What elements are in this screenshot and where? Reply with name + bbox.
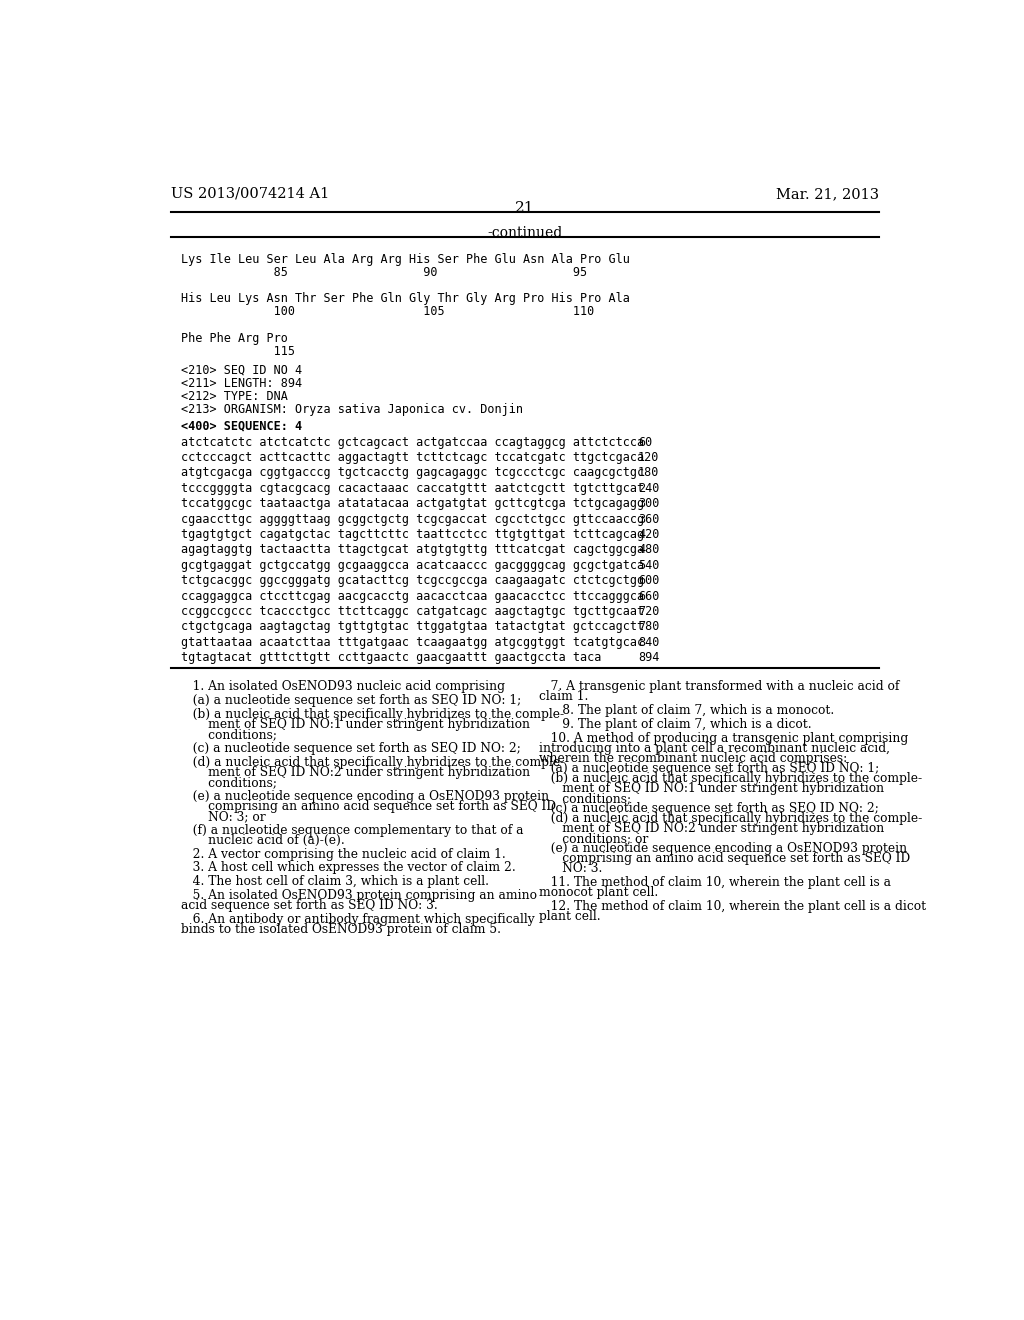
Text: agagtaggtg tactaactta ttagctgcat atgtgtgttg tttcatcgat cagctggcga: agagtaggtg tactaactta ttagctgcat atgtgtg… xyxy=(180,544,644,557)
Text: 780: 780 xyxy=(638,620,659,634)
Text: Phe Phe Arg Pro: Phe Phe Arg Pro xyxy=(180,331,288,345)
Text: (e) a nucleotide sequence encoding a OsENOD93 protein: (e) a nucleotide sequence encoding a OsE… xyxy=(539,842,907,855)
Text: atctcatctc atctcatctc gctcagcact actgatccaa ccagtaggcg attctctcca: atctcatctc atctcatctc gctcagcact actgatc… xyxy=(180,436,644,449)
Text: gtattaataa acaatcttaa tttgatgaac tcaagaatgg atgcggtggt tcatgtgcac: gtattaataa acaatcttaa tttgatgaac tcaagaa… xyxy=(180,636,644,649)
Text: comprising an amino acid sequence set forth as SEQ ID: comprising an amino acid sequence set fo… xyxy=(539,853,910,865)
Text: <212> TYPE: DNA: <212> TYPE: DNA xyxy=(180,391,288,403)
Text: comprising an amino acid sequence set forth as SEQ ID: comprising an amino acid sequence set fo… xyxy=(180,800,556,813)
Text: 840: 840 xyxy=(638,636,659,649)
Text: 4. The host cell of claim 3, which is a plant cell.: 4. The host cell of claim 3, which is a … xyxy=(180,875,488,888)
Text: nucleic acid of (a)-(e).: nucleic acid of (a)-(e). xyxy=(180,834,344,846)
Text: (d) a nucleic acid that specifically hybridizes to the comple-: (d) a nucleic acid that specifically hyb… xyxy=(539,812,922,825)
Text: ment of SEQ ID NO:1 under stringent hybridization: ment of SEQ ID NO:1 under stringent hybr… xyxy=(180,718,529,731)
Text: binds to the isolated OsENOD93 protein of claim 5.: binds to the isolated OsENOD93 protein o… xyxy=(180,923,501,936)
Text: 100                  105                  110: 100 105 110 xyxy=(180,305,594,318)
Text: conditions;: conditions; xyxy=(180,729,276,742)
Text: (a) a nucleotide sequence set forth as SEQ ID NO: 1;: (a) a nucleotide sequence set forth as S… xyxy=(180,694,521,708)
Text: cgaaccttgc aggggttaag gcggctgctg tcgcgaccat cgcctctgcc gttccaaccg: cgaaccttgc aggggttaag gcggctgctg tcgcgac… xyxy=(180,512,644,525)
Text: tccatggcgc taataactga atatatacaa actgatgtat gcttcgtcga tctgcagagg: tccatggcgc taataactga atatatacaa actgatg… xyxy=(180,498,644,511)
Text: 360: 360 xyxy=(638,512,659,525)
Text: NO: 3.: NO: 3. xyxy=(539,862,602,875)
Text: ment of SEQ ID NO:1 under stringent hybridization: ment of SEQ ID NO:1 under stringent hybr… xyxy=(539,781,884,795)
Text: (a) a nucleotide sequence set forth as SEQ ID NO: 1;: (a) a nucleotide sequence set forth as S… xyxy=(539,762,879,775)
Text: (e) a nucleotide sequence encoding a OsENOD93 protein: (e) a nucleotide sequence encoding a OsE… xyxy=(180,789,549,803)
Text: 480: 480 xyxy=(638,544,659,557)
Text: gcgtgaggat gctgccatgg gcgaaggcca acatcaaccc gacggggcag gcgctgatca: gcgtgaggat gctgccatgg gcgaaggcca acatcaa… xyxy=(180,558,644,572)
Text: (c) a nucleotide sequence set forth as SEQ ID NO: 2;: (c) a nucleotide sequence set forth as S… xyxy=(539,803,879,816)
Text: tgtagtacat gtttcttgtt ccttgaactc gaacgaattt gaactgccta taca: tgtagtacat gtttcttgtt ccttgaactc gaacgaa… xyxy=(180,651,601,664)
Text: acid sequence set forth as SEQ ID NO: 3.: acid sequence set forth as SEQ ID NO: 3. xyxy=(180,899,437,912)
Text: 240: 240 xyxy=(638,482,659,495)
Text: conditions;: conditions; xyxy=(539,792,631,805)
Text: Mar. 21, 2013: Mar. 21, 2013 xyxy=(776,187,879,201)
Text: <211> LENGTH: 894: <211> LENGTH: 894 xyxy=(180,378,302,391)
Text: claim 1.: claim 1. xyxy=(539,690,588,704)
Text: <400> SEQUENCE: 4: <400> SEQUENCE: 4 xyxy=(180,420,302,433)
Text: 6. An antibody or antibody fragment which specifically: 6. An antibody or antibody fragment whic… xyxy=(180,913,535,927)
Text: 60: 60 xyxy=(638,436,652,449)
Text: -continued: -continued xyxy=(487,226,562,240)
Text: 540: 540 xyxy=(638,558,659,572)
Text: wherein the recombinant nucleic acid comprises:: wherein the recombinant nucleic acid com… xyxy=(539,752,847,766)
Text: tgagtgtgct cagatgctac tagcttcttc taattcctcc ttgtgttgat tcttcagcag: tgagtgtgct cagatgctac tagcttcttc taattcc… xyxy=(180,528,644,541)
Text: (b) a nucleic acid that specifically hybridizes to the comple-: (b) a nucleic acid that specifically hyb… xyxy=(180,708,564,721)
Text: ctgctgcaga aagtagctag tgttgtgtac ttggatgtaa tatactgtat gctccagctt: ctgctgcaga aagtagctag tgttgtgtac ttggatg… xyxy=(180,620,644,634)
Text: 600: 600 xyxy=(638,574,659,587)
Text: 12. The method of claim 10, wherein the plant cell is a dicot: 12. The method of claim 10, wherein the … xyxy=(539,900,926,913)
Text: 8. The plant of claim 7, which is a monocot.: 8. The plant of claim 7, which is a mono… xyxy=(539,705,834,717)
Text: 7. A transgenic plant transformed with a nucleic acid of: 7. A transgenic plant transformed with a… xyxy=(539,681,899,693)
Text: US 2013/0074214 A1: US 2013/0074214 A1 xyxy=(171,187,329,201)
Text: His Leu Lys Asn Thr Ser Phe Gln Gly Thr Gly Arg Pro His Pro Ala: His Leu Lys Asn Thr Ser Phe Gln Gly Thr … xyxy=(180,293,630,305)
Text: 1. An isolated OsENOD93 nucleic acid comprising: 1. An isolated OsENOD93 nucleic acid com… xyxy=(180,681,505,693)
Text: ccaggaggca ctccttcgag aacgcacctg aacacctcaa gaacacctcc ttccagggca: ccaggaggca ctccttcgag aacgcacctg aacacct… xyxy=(180,590,644,603)
Text: NO: 3; or: NO: 3; or xyxy=(180,810,265,822)
Text: (f) a nucleotide sequence complementary to that of a: (f) a nucleotide sequence complementary … xyxy=(180,824,523,837)
Text: 180: 180 xyxy=(638,466,659,479)
Text: monocot plant cell.: monocot plant cell. xyxy=(539,886,658,899)
Text: (d) a nucleic acid that specifically hybridizes to the comple-: (d) a nucleic acid that specifically hyb… xyxy=(180,756,564,770)
Text: tctgcacggc ggccgggatg gcatacttcg tcgccgccga caagaagatc ctctcgctgg: tctgcacggc ggccgggatg gcatacttcg tcgccgc… xyxy=(180,574,644,587)
Text: 21: 21 xyxy=(515,201,535,215)
Text: 300: 300 xyxy=(638,498,659,511)
Text: plant cell.: plant cell. xyxy=(539,909,600,923)
Text: 85                   90                   95: 85 90 95 xyxy=(180,267,587,280)
Text: 3. A host cell which expresses the vector of claim 2.: 3. A host cell which expresses the vecto… xyxy=(180,862,515,874)
Text: <213> ORGANISM: Oryza sativa Japonica cv. Donjin: <213> ORGANISM: Oryza sativa Japonica cv… xyxy=(180,404,522,416)
Text: 9. The plant of claim 7, which is a dicot.: 9. The plant of claim 7, which is a dico… xyxy=(539,718,811,731)
Text: 120: 120 xyxy=(638,451,659,465)
Text: <210> SEQ ID NO 4: <210> SEQ ID NO 4 xyxy=(180,364,302,378)
Text: (c) a nucleotide sequence set forth as SEQ ID NO: 2;: (c) a nucleotide sequence set forth as S… xyxy=(180,742,520,755)
Text: tcccggggta cgtacgcacg cacactaaac caccatgttt aatctcgctt tgtcttgcat: tcccggggta cgtacgcacg cacactaaac caccatg… xyxy=(180,482,644,495)
Text: cctcccagct acttcacttc aggactagtt tcttctcagc tccatcgatc ttgctcgaca: cctcccagct acttcacttc aggactagtt tcttctc… xyxy=(180,451,644,465)
Text: conditions; or: conditions; or xyxy=(539,832,648,845)
Text: 720: 720 xyxy=(638,605,659,618)
Text: ccggccgccc tcaccctgcc ttcttcaggc catgatcagc aagctagtgc tgcttgcaat: ccggccgccc tcaccctgcc ttcttcaggc catgatc… xyxy=(180,605,644,618)
Text: 2. A vector comprising the nucleic acid of claim 1.: 2. A vector comprising the nucleic acid … xyxy=(180,847,506,861)
Text: 660: 660 xyxy=(638,590,659,603)
Text: 894: 894 xyxy=(638,651,659,664)
Text: ment of SEQ ID NO:2 under stringent hybridization: ment of SEQ ID NO:2 under stringent hybr… xyxy=(539,822,884,836)
Text: atgtcgacga cggtgacccg tgctcacctg gagcagaggc tcgccctcgc caagcgctgc: atgtcgacga cggtgacccg tgctcacctg gagcaga… xyxy=(180,466,644,479)
Text: introducing into a plant cell a recombinant nucleic acid,: introducing into a plant cell a recombin… xyxy=(539,742,890,755)
Text: Lys Ile Leu Ser Leu Ala Arg Arg His Ser Phe Glu Asn Ala Pro Glu: Lys Ile Leu Ser Leu Ala Arg Arg His Ser … xyxy=(180,253,630,267)
Text: ment of SEQ ID NO:2 under stringent hybridization: ment of SEQ ID NO:2 under stringent hybr… xyxy=(180,766,529,779)
Text: (b) a nucleic acid that specifically hybridizes to the comple-: (b) a nucleic acid that specifically hyb… xyxy=(539,772,922,785)
Text: conditions;: conditions; xyxy=(180,776,276,789)
Text: 10. A method of producing a transgenic plant comprising: 10. A method of producing a transgenic p… xyxy=(539,733,908,744)
Text: 5. An isolated OsENOD93 protein comprising an amino: 5. An isolated OsENOD93 protein comprisi… xyxy=(180,890,537,902)
Text: 420: 420 xyxy=(638,528,659,541)
Text: 115: 115 xyxy=(180,345,295,358)
Text: 11. The method of claim 10, wherein the plant cell is a: 11. The method of claim 10, wherein the … xyxy=(539,876,891,890)
